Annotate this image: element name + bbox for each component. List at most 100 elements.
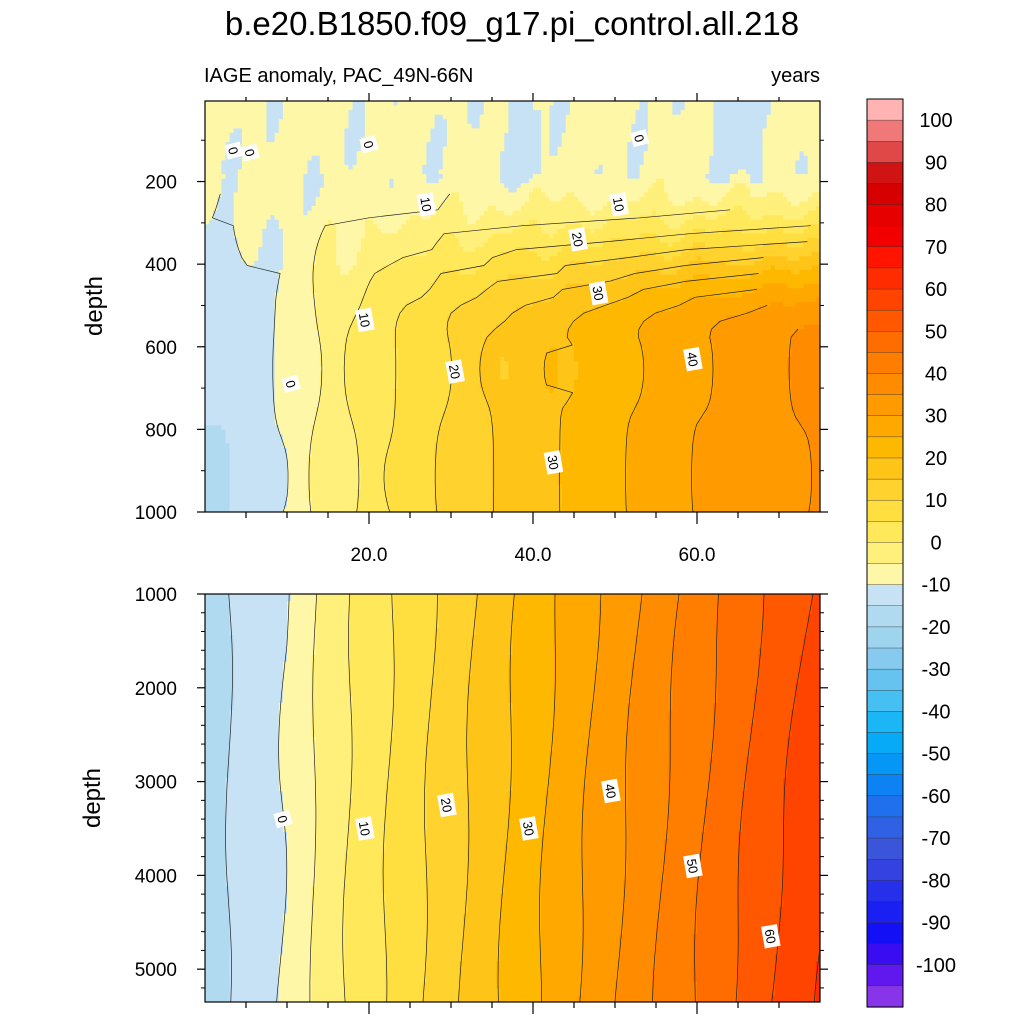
field-cell bbox=[377, 352, 382, 358]
field-cell bbox=[381, 379, 386, 385]
field-cell bbox=[360, 470, 366, 477]
field-cell bbox=[401, 169, 407, 175]
field-cell bbox=[385, 187, 391, 193]
field-cell bbox=[360, 169, 366, 175]
field-cell bbox=[282, 201, 288, 207]
field-cell bbox=[397, 457, 403, 463]
field-cell bbox=[311, 343, 317, 349]
field-cell bbox=[291, 493, 296, 499]
field-cell bbox=[397, 461, 403, 467]
field-cell bbox=[237, 498, 243, 504]
field-cell bbox=[315, 411, 321, 417]
field-cell bbox=[422, 480, 427, 486]
figure-subtitle-left: IAGE anomaly, PAC_49N-66N bbox=[204, 65, 473, 87]
field-cell bbox=[262, 502, 268, 509]
field-cell bbox=[344, 228, 350, 235]
field-cell bbox=[270, 457, 276, 463]
field-cell bbox=[401, 425, 407, 431]
field-cell bbox=[225, 502, 231, 509]
field-cell bbox=[258, 420, 263, 426]
field-cell bbox=[344, 425, 350, 431]
field-cell bbox=[410, 119, 415, 125]
field-cell bbox=[410, 338, 415, 344]
field-cell bbox=[225, 507, 231, 512]
field-cell bbox=[344, 274, 350, 280]
field-cell bbox=[319, 288, 325, 294]
field-cell bbox=[332, 274, 337, 280]
field-cell bbox=[344, 206, 350, 212]
field-cell bbox=[246, 375, 251, 381]
field-cell bbox=[340, 105, 345, 111]
field-cell bbox=[328, 375, 333, 381]
field-cell bbox=[381, 507, 386, 512]
field-cell bbox=[217, 187, 222, 193]
field-cell bbox=[389, 411, 395, 417]
field-cell bbox=[287, 493, 292, 499]
field-cell bbox=[381, 397, 386, 403]
field-cell bbox=[340, 320, 345, 326]
field-cell bbox=[250, 397, 255, 403]
field-cell bbox=[209, 311, 214, 317]
field-cell bbox=[336, 279, 341, 285]
field-cell bbox=[233, 292, 239, 298]
field-cell bbox=[282, 242, 288, 248]
field-cell bbox=[241, 352, 247, 358]
field-cell bbox=[311, 101, 317, 107]
field-cell bbox=[418, 443, 423, 449]
field-cell bbox=[307, 123, 313, 129]
field-cell bbox=[410, 470, 415, 477]
field-cell bbox=[233, 375, 239, 381]
field-cell bbox=[377, 438, 382, 445]
field-cell bbox=[266, 324, 272, 330]
field-cell bbox=[221, 365, 227, 372]
field-cell bbox=[414, 174, 419, 180]
field-cell bbox=[373, 279, 378, 285]
field-cell bbox=[414, 402, 419, 408]
field-cell bbox=[307, 461, 313, 467]
field-cell bbox=[319, 356, 325, 362]
field-cell bbox=[397, 251, 403, 257]
field-cell bbox=[418, 101, 423, 107]
field-cell bbox=[377, 269, 382, 276]
field-cell bbox=[319, 393, 325, 399]
field-cell bbox=[291, 233, 296, 239]
field-cell bbox=[364, 402, 370, 408]
field-cell bbox=[282, 155, 288, 161]
field-cell bbox=[385, 260, 391, 266]
field-cell bbox=[336, 238, 341, 244]
field-cell bbox=[278, 132, 284, 139]
field-cell bbox=[258, 247, 263, 253]
field-cell bbox=[250, 292, 255, 298]
field-cell bbox=[405, 155, 411, 161]
field-cell bbox=[348, 384, 354, 390]
field-cell bbox=[319, 475, 325, 481]
field-cell bbox=[377, 210, 382, 216]
field-cell bbox=[241, 123, 247, 129]
field-cell bbox=[258, 489, 263, 495]
field-cell bbox=[340, 406, 345, 413]
field-cell bbox=[352, 379, 358, 385]
field-cell bbox=[319, 384, 325, 390]
field-cell bbox=[405, 137, 411, 143]
field-cell bbox=[250, 384, 255, 390]
field-cell bbox=[254, 155, 259, 161]
field-cell bbox=[217, 429, 222, 435]
field-cell bbox=[414, 224, 419, 230]
field-cell bbox=[401, 101, 407, 107]
field-cell bbox=[225, 466, 231, 472]
field-cell bbox=[266, 119, 272, 125]
field-cell bbox=[241, 397, 247, 403]
field-cell bbox=[405, 283, 411, 289]
field-cell bbox=[250, 416, 255, 422]
field-cell bbox=[422, 247, 427, 253]
field-cell bbox=[246, 160, 251, 166]
field-cell bbox=[401, 406, 407, 413]
field-cell bbox=[328, 155, 333, 161]
field-cell bbox=[323, 247, 329, 253]
field-cell bbox=[389, 301, 395, 308]
field-cell bbox=[250, 361, 255, 367]
field-cell bbox=[348, 498, 354, 504]
field-cell bbox=[213, 128, 218, 134]
field-cell bbox=[311, 123, 317, 129]
field-cell bbox=[397, 356, 403, 362]
